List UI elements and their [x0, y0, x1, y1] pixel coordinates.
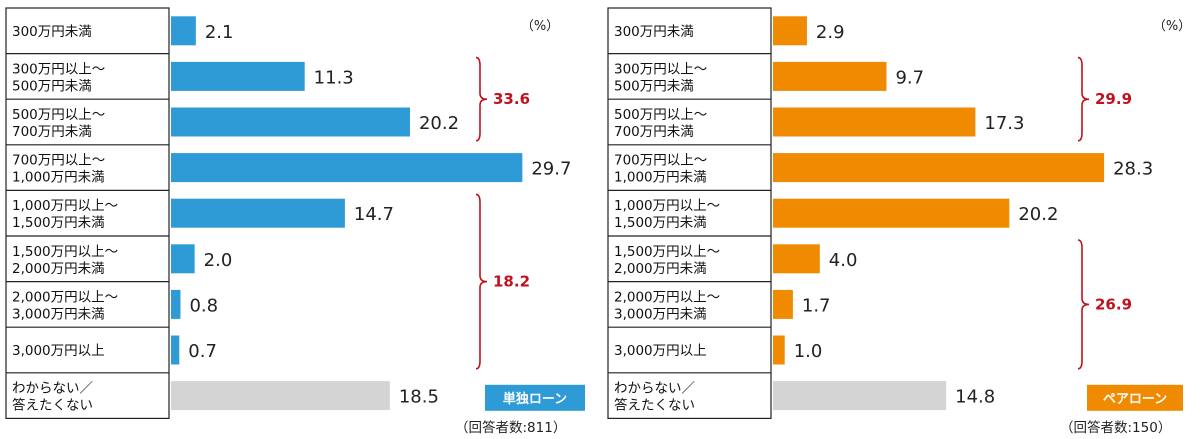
category-table	[607, 7, 772, 419]
value-label: 1.7	[802, 295, 831, 316]
value-label: 20.2	[1018, 204, 1058, 225]
value-label: 17.3	[984, 113, 1024, 134]
bar	[171, 16, 196, 46]
respondents-note: （回答者数:811）	[455, 419, 566, 436]
category-label: 700万円以上〜 1,000万円未満	[614, 153, 707, 186]
legend-label: 単独ローン	[503, 391, 567, 407]
value-label: 29.7	[531, 159, 571, 180]
value-label: 2.0	[204, 250, 233, 271]
bar	[773, 198, 1010, 228]
bar	[171, 381, 390, 411]
bar	[773, 16, 807, 46]
unit-label: （%）	[1153, 19, 1191, 34]
group-total-label: 29.9	[1095, 90, 1132, 108]
category-label: 300万円以上〜 500万円未満	[614, 61, 707, 94]
legend-label: ペアローン	[1103, 392, 1167, 407]
category-label: 700万円以上〜 1,000万円未満	[12, 153, 105, 186]
category-label: わからない／答えたくない	[12, 381, 93, 414]
respondents-note: （回答者数:150）	[1060, 419, 1171, 436]
category-label: 300万円未満	[614, 24, 694, 40]
unit-label: （%）	[521, 19, 559, 34]
category-table	[5, 7, 170, 419]
chart-panel-single-loan: 300万円未満 2.1 300万円以上〜 500万円未満 11.3 500万円以上〜 700…	[5, 7, 585, 436]
value-label: 4.0	[829, 250, 858, 271]
value-label: 11.3	[314, 67, 354, 88]
group-bracket	[475, 56, 488, 142]
category-label: 1,500万円以上〜 2,000万円未満	[12, 244, 118, 277]
group-total-label: 26.9	[1095, 295, 1132, 313]
category-label: 300万円未満	[12, 24, 92, 40]
group-bracket	[475, 193, 488, 370]
category-label: 300万円以上〜 500万円未満	[12, 61, 105, 94]
group-total-label: 33.6	[493, 90, 530, 108]
bar	[171, 107, 410, 137]
bar	[171, 61, 305, 91]
category-label: 2,000万円以上〜 3,000万円未満	[614, 289, 720, 322]
category-label: わからない／答えたくない	[614, 381, 695, 414]
category-label: 1,500万円以上〜 2,000万円未満	[614, 244, 720, 277]
bar	[171, 198, 345, 228]
category-label: 500万円以上〜 700万円未満	[12, 107, 105, 140]
value-label: 0.7	[188, 341, 217, 362]
bar	[171, 244, 195, 274]
bar	[773, 381, 947, 411]
legend-badge	[485, 384, 585, 411]
chart-panel-pair-loan: 300万円未満 2.9 300万円以上〜 500万円未満 9.7 500万円以上〜 700万…	[607, 7, 1191, 436]
category-label: 3,000万円以上	[12, 343, 105, 359]
value-label: 1.0	[794, 341, 823, 362]
value-label: 0.8	[189, 295, 218, 316]
value-label: 18.5	[399, 387, 439, 408]
value-label: 2.9	[816, 22, 845, 43]
category-label: 1,000万円以上〜 1,500万円未満	[12, 198, 118, 231]
bar	[171, 153, 523, 183]
value-label: 2.1	[205, 22, 234, 43]
bar	[773, 289, 793, 319]
category-label: 500万円以上〜 700万円未満	[614, 107, 707, 140]
group-bracket	[1077, 56, 1090, 142]
legend-badge	[1087, 384, 1183, 411]
bar	[773, 61, 887, 91]
category-label: 3,000万円以上	[614, 343, 707, 359]
bar	[773, 335, 785, 365]
bar	[773, 244, 820, 274]
value-label: 20.2	[419, 113, 459, 134]
value-label: 9.7	[895, 67, 924, 88]
value-label: 14.7	[354, 204, 394, 225]
bar	[171, 289, 181, 319]
group-bracket	[1077, 239, 1090, 370]
group-total-label: 18.2	[493, 273, 530, 291]
category-label: 2,000万円以上〜 3,000万円未満	[12, 289, 118, 322]
bar	[773, 153, 1105, 183]
category-label: 1,000万円以上〜 1,500万円未満	[614, 198, 720, 231]
value-label: 14.8	[955, 387, 995, 408]
value-label: 28.3	[1113, 159, 1153, 180]
bar	[171, 335, 180, 365]
bar	[773, 107, 976, 137]
